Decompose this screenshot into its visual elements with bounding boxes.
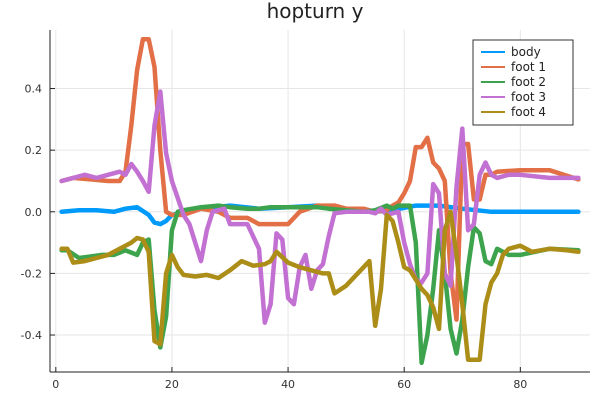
y-tick-label: 0.2 (25, 144, 43, 157)
series-lines (59, 36, 581, 366)
chart-title: hopturn y (267, 0, 364, 23)
y-tick-label: 0.0 (25, 206, 43, 219)
x-tick-label: 60 (397, 378, 411, 391)
legend-label: body (511, 45, 541, 59)
legend-label: foot 2 (511, 75, 546, 89)
series-line-foot-4 (59, 209, 581, 362)
y-tick-label: -0.2 (21, 267, 42, 280)
legend-label: foot 3 (511, 90, 546, 104)
x-tick-label: 40 (281, 378, 295, 391)
y-tick-label: -0.4 (21, 329, 42, 342)
legend-label: foot 1 (511, 60, 546, 74)
y-tick-label: 0.4 (25, 83, 43, 96)
x-tick-label: 0 (52, 378, 59, 391)
series-line-foot-2 (59, 203, 581, 366)
legend-label: foot 4 (511, 105, 546, 119)
x-tick-label: 80 (513, 378, 527, 391)
x-tick-label: 20 (165, 378, 179, 391)
axes: 0 20 40 60 80 -0.4 -0.2 0.0 0.2 0.4 (21, 30, 590, 391)
